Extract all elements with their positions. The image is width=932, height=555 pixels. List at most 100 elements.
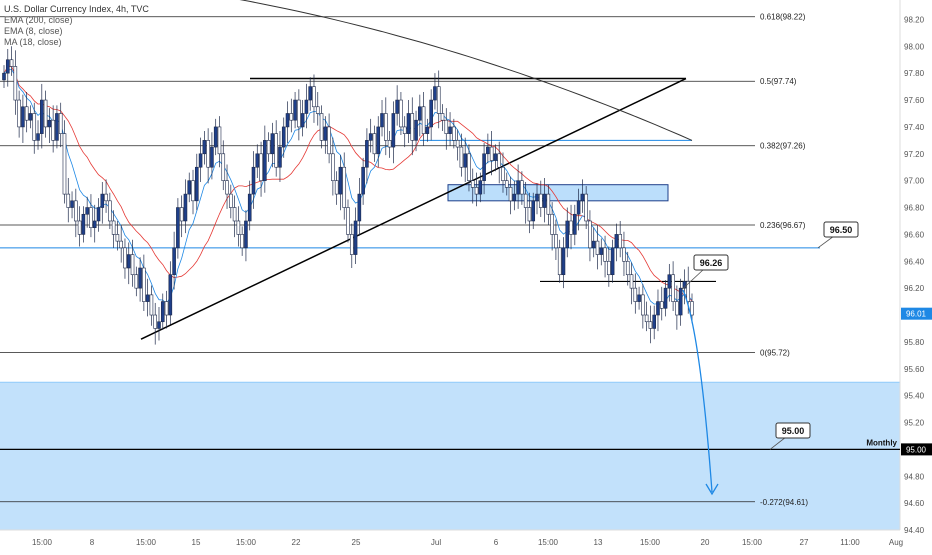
candle-body	[588, 220, 592, 249]
forecast-arrow	[682, 289, 713, 493]
x-tick-label: 22	[292, 538, 301, 547]
candle-body	[576, 200, 581, 215]
candle-body	[85, 207, 89, 215]
candle-body	[486, 146, 490, 155]
candle-body	[157, 321, 161, 329]
candle-body	[179, 207, 184, 222]
candle-body	[274, 133, 278, 168]
candle-body	[671, 274, 675, 302]
y-tick-label: 98.20	[904, 15, 925, 24]
candle-body	[463, 153, 467, 168]
candle-body	[659, 301, 664, 309]
candle-body	[418, 106, 422, 121]
candle-body	[40, 99, 44, 134]
candle-body	[270, 133, 275, 155]
y-tick-label: 94.40	[904, 526, 925, 535]
candle-body	[236, 220, 241, 235]
candle-body	[569, 220, 573, 235]
candle-body	[194, 166, 199, 202]
candle-body	[259, 153, 263, 181]
candle-body	[682, 281, 687, 289]
candle-body	[675, 301, 679, 316]
ema8-line	[3, 66, 693, 302]
x-tick-label: 15:00	[742, 538, 763, 547]
candle-body	[652, 314, 656, 329]
candle-body	[251, 166, 256, 195]
candle-body	[361, 166, 365, 195]
candle-body	[376, 126, 381, 155]
candle-body	[482, 153, 486, 181]
zone-label: Monthly	[866, 438, 897, 447]
candle-body	[349, 234, 354, 255]
candle-body	[104, 193, 108, 202]
candle-body	[395, 99, 399, 114]
fib-level-label: 0(95.72)	[760, 349, 790, 358]
candle-body	[232, 207, 237, 222]
candle-body	[213, 126, 218, 148]
candle-body	[5, 59, 10, 74]
candle-body	[145, 294, 150, 302]
candle-body	[2, 72, 6, 81]
x-tick-label: 6	[494, 538, 499, 547]
candle-body	[391, 113, 396, 148]
candle-body	[289, 113, 294, 121]
candle-body	[304, 99, 309, 114]
candle-body	[28, 113, 33, 121]
candle-body	[368, 133, 373, 141]
candle-body	[523, 193, 528, 208]
last-price-box	[901, 307, 932, 320]
candle-body	[546, 193, 551, 215]
candle-body	[508, 187, 513, 202]
candle-body	[455, 140, 460, 148]
candle-body	[168, 274, 173, 316]
candle-body	[62, 133, 67, 195]
candle-body	[315, 106, 320, 114]
candle-body	[149, 294, 154, 316]
candle-body	[346, 207, 350, 235]
candle-body	[202, 140, 207, 155]
candle-body	[17, 99, 21, 128]
callout-box	[693, 254, 729, 271]
candle-body	[380, 113, 384, 128]
candle-body	[338, 166, 343, 195]
candle-body	[399, 99, 403, 128]
fib-level-label: 0.618(98.22)	[760, 13, 806, 22]
candle-body	[584, 193, 588, 222]
candle-body	[142, 267, 146, 302]
x-tick-label: 25	[352, 538, 361, 547]
y-tick-label: 95.40	[904, 392, 925, 401]
candle-body	[667, 274, 672, 289]
callout-label: 95.00	[782, 426, 805, 436]
candle-body	[210, 146, 214, 168]
candles	[2, 46, 694, 345]
candle-body	[319, 113, 324, 141]
x-tick-label: 15:00	[640, 538, 661, 547]
candle-body	[478, 180, 483, 195]
x-tick-label: Aug	[889, 538, 903, 547]
candle-body	[497, 153, 502, 168]
candle-body	[365, 140, 369, 168]
candle-body	[96, 207, 101, 222]
candle-body	[561, 247, 566, 276]
indicator-label: MA (18, close)	[4, 37, 62, 47]
candle-body	[266, 140, 271, 155]
candle-body	[599, 247, 604, 255]
candle-body	[58, 113, 63, 134]
candle-body	[425, 126, 430, 134]
candle-body	[308, 86, 312, 101]
callout-box	[823, 221, 859, 238]
candle-body	[629, 274, 634, 289]
candle-body	[501, 166, 505, 181]
candle-body	[387, 140, 392, 148]
candle-body	[153, 314, 158, 329]
y-tick-label: 95.20	[904, 419, 925, 428]
candle-body	[138, 267, 142, 289]
candle-body	[13, 66, 18, 101]
y-tick-label: 94.80	[904, 472, 925, 481]
candle-body	[538, 193, 543, 208]
candle-body	[440, 113, 445, 121]
x-tick-label: 15:00	[538, 538, 559, 547]
callout-label: 96.26	[700, 258, 723, 268]
